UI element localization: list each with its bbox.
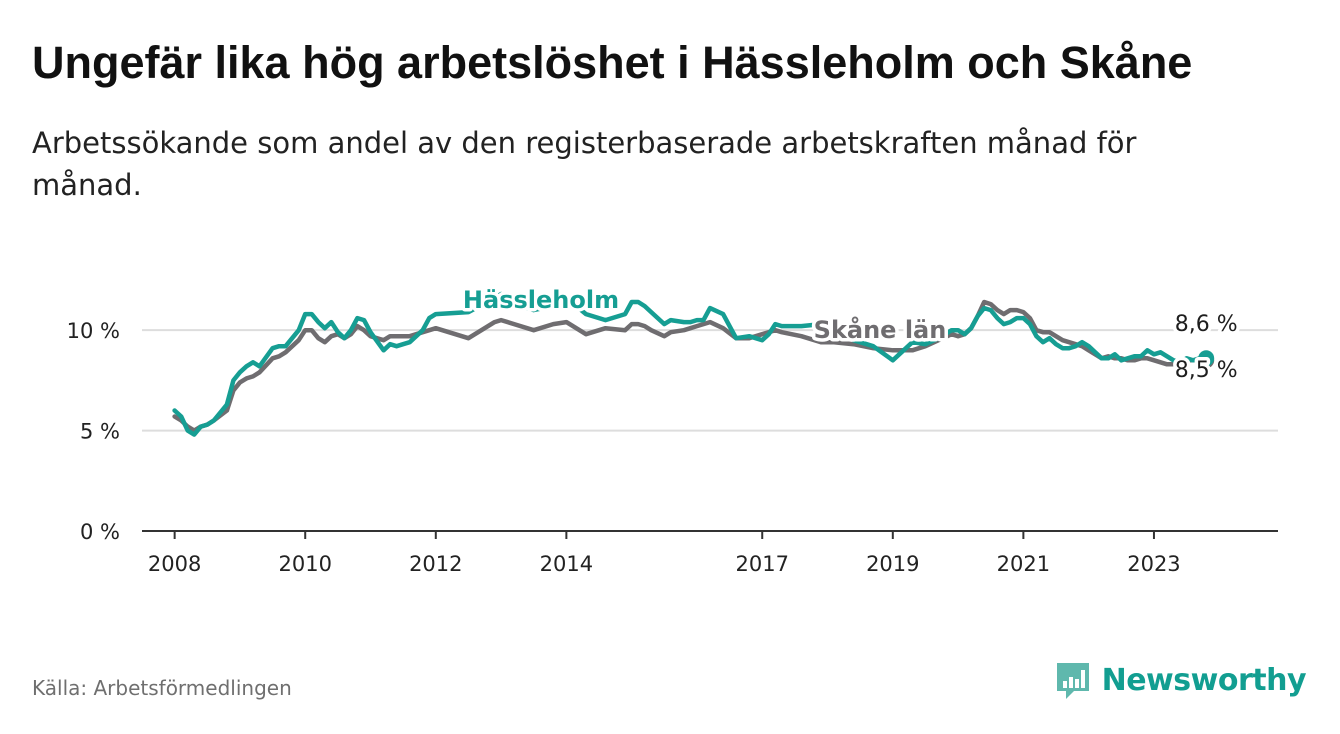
x-tick-label: 2008 xyxy=(148,552,201,576)
series-label-skane: Skåne län xyxy=(814,315,947,344)
series-layer xyxy=(172,291,1215,437)
chart-title: Ungefär lika hög arbetslöshet i Hässleho… xyxy=(32,37,1193,88)
end-label-skane-halo: 8,5 % xyxy=(1175,358,1238,383)
end-dot-hassleholm xyxy=(1198,350,1215,367)
series-label-hassleholm: Hässleholm xyxy=(463,286,619,314)
end-label-skane: 8,5 % xyxy=(1175,358,1238,383)
x-tick-label: 2012 xyxy=(409,552,462,576)
series-line-skane xyxy=(172,299,1209,433)
series-label-skane-halo: Skåne län xyxy=(814,315,947,344)
end-label-hassleholm-halo: 8,6 % xyxy=(1175,312,1238,337)
x-tick-label: 2019 xyxy=(866,552,919,576)
series-line-hassleholm xyxy=(172,291,1209,437)
brand-name: Newsworthy xyxy=(1101,662,1307,698)
grid-layer xyxy=(142,329,1278,432)
x-tick-label: 2014 xyxy=(540,552,593,576)
y-tick-label: 5 % xyxy=(80,420,120,444)
x-tick-label: 2017 xyxy=(736,552,789,576)
end-label-hassleholm: 8,6 % xyxy=(1175,312,1238,337)
x-tick-label: 2023 xyxy=(1127,552,1180,576)
x-tick-label: 2010 xyxy=(278,552,331,576)
source-note: Källa: Arbetsförmedlingen xyxy=(32,676,292,700)
y-tick-label: 10 % xyxy=(67,319,120,343)
brand-logo[interactable]: Newsworthy xyxy=(1054,660,1307,700)
y-tick-label: 0 % xyxy=(80,520,120,544)
x-tick-label: 2021 xyxy=(997,552,1050,576)
axis-layer: 0 % 5 % 10 % 2008 2010 2012 2014 2017 2019 2021 20… xyxy=(67,319,1278,576)
series-label-hassleholm-halo: Hässleholm xyxy=(463,286,619,314)
chart-subtitle: Arbetssökande som andel av den registerb… xyxy=(32,126,1137,202)
newsworthy-logo-icon xyxy=(1056,663,1089,699)
